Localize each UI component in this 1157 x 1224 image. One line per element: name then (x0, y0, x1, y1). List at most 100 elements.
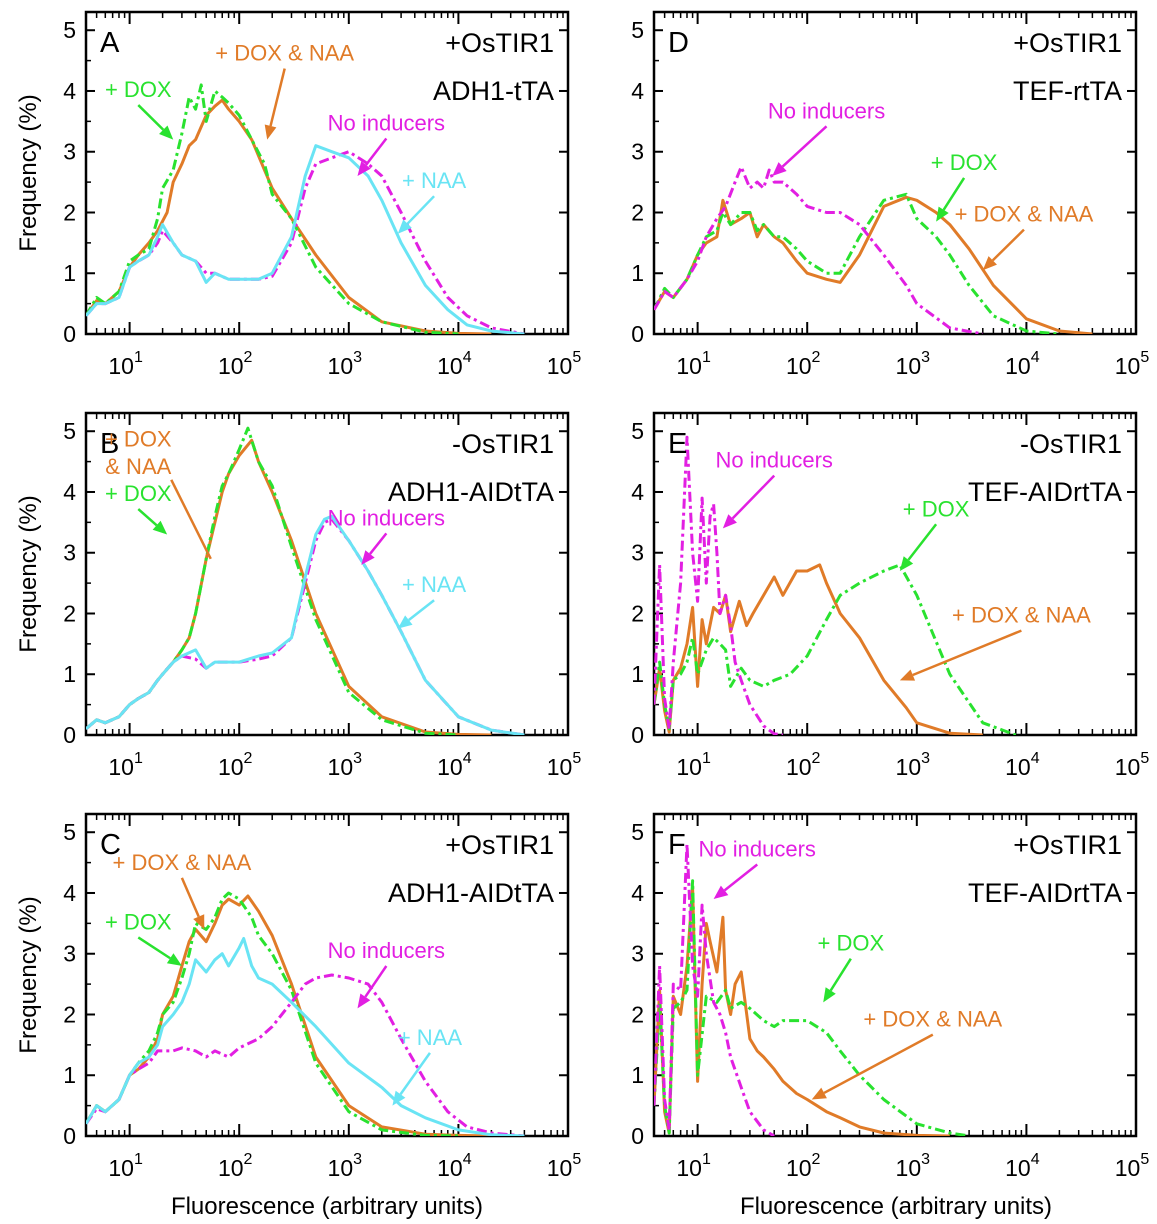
annotation-arrowhead (392, 1090, 406, 1106)
panel-subtitle: ADH1-AIDtTA (388, 477, 554, 507)
annotation-arrowhead (264, 124, 277, 140)
x-tick-label: 103 (328, 349, 363, 379)
y-tick-label: 3 (63, 941, 76, 967)
x-tick-label: 104 (437, 750, 472, 780)
panel-B: 0 1 2 3 4 5 101 102 103 104 105 B -OsTIR1 ADH1-AIDtTA… (15, 411, 581, 780)
x-tick-label: 103 (328, 750, 363, 780)
annotation-arrowhead (357, 161, 371, 177)
annotation-arrow (912, 629, 1022, 677)
annotation-arrowhead (397, 219, 412, 234)
x-tick-label: 102 (218, 750, 253, 780)
y-tick-label: 4 (63, 880, 76, 906)
annotation-label: No inducers (328, 110, 445, 135)
annotation-label: + DOX & NAA (955, 202, 1094, 227)
annotation-arrowhead (899, 669, 916, 681)
plot-frame (652, 10, 1138, 336)
annotation-arrowhead (722, 514, 737, 529)
annotation-label: + NAA (402, 168, 467, 193)
annotation-arrowhead (772, 162, 787, 177)
plot-frame (84, 10, 570, 336)
annotation-arrowhead (823, 987, 836, 1003)
series-line-no-inducers (654, 842, 775, 1136)
annotation-label: + DOX & NAA (215, 41, 354, 66)
annotation-arrowhead (982, 256, 997, 271)
x-tick-label: 102 (218, 349, 253, 379)
annotation-label: & NAA (105, 454, 171, 479)
panel-letter: C (100, 829, 121, 861)
annotation-arrow (829, 958, 852, 992)
y-tick-label: 5 (63, 819, 76, 845)
series-line--naa (86, 144, 525, 334)
x-axis-label-left: Fluorescence (arbitrary units) (171, 1193, 483, 1220)
annotation-arrow (180, 877, 200, 918)
y-tick-label: 1 (63, 661, 76, 687)
annotation-label: + DOX & NAA (952, 603, 1091, 628)
x-tick-label: 104 (1005, 349, 1040, 379)
panel-subtitle: TEF-rtTA (1013, 76, 1122, 106)
x-tick-label: 101 (676, 750, 711, 780)
panel-title: +OsTIR1 (1013, 28, 1122, 58)
annotation-arrow (137, 936, 171, 960)
annotation-arrow (137, 104, 165, 131)
y-axis-label: Frequency (%) (15, 495, 42, 652)
x-tick-label: 101 (676, 349, 711, 379)
series-line--dox-naa (654, 563, 983, 735)
x-tick-label: 101 (108, 1151, 143, 1181)
y-tick-label: 2 (63, 600, 76, 626)
annotation-label: No inducers (768, 98, 885, 123)
x-tick-label: 104 (1005, 1151, 1040, 1181)
y-tick-label: 4 (63, 78, 76, 104)
x-tick-label: 102 (786, 349, 821, 379)
y-tick-label: 3 (631, 941, 644, 967)
annotation-label: No inducers (699, 837, 816, 862)
y-tick-label: 4 (631, 880, 644, 906)
annotation-arrow (723, 863, 759, 892)
annotation-arrowhead (361, 550, 375, 565)
series-group (654, 435, 1017, 735)
x-tick-label: 101 (676, 1151, 711, 1181)
panel-subtitle: TEF-AIDrtTA (968, 878, 1122, 908)
y-tick-label: 1 (631, 260, 644, 286)
annotation-label: + DOX & NAA (863, 1007, 1002, 1032)
annotation-arrow (991, 228, 1025, 262)
panel-E: 0 1 2 3 4 5 101 102 103 104 105 E -OsTIR1 TEF-AIDrtTA… (631, 411, 1149, 780)
series-line--dox (654, 879, 970, 1136)
y-tick-label: 3 (63, 540, 76, 566)
panel-letter: A (100, 27, 120, 59)
panel-subtitle: ADH1-AIDtTA (388, 878, 554, 908)
series-line-no-inducers (86, 973, 525, 1136)
x-tick-label: 103 (896, 1151, 931, 1181)
y-tick-label: 2 (631, 199, 644, 225)
x-tick-label: 105 (1115, 349, 1150, 379)
annotation-arrowhead (397, 615, 413, 629)
plot-frame (652, 411, 1138, 737)
y-tick-label: 1 (631, 1062, 644, 1088)
annotation-label: No inducers (716, 448, 833, 473)
x-tick-label: 102 (218, 1151, 253, 1181)
x-tick-label: 105 (547, 1151, 582, 1181)
annotation-arrowhead (936, 206, 949, 222)
y-tick-label: 3 (631, 139, 644, 165)
annotation-label: + NAA (398, 1025, 463, 1050)
y-tick-label: 0 (63, 321, 76, 347)
x-tick-label: 101 (108, 349, 143, 379)
panel-subtitle: TEF-AIDrtTA (968, 477, 1122, 507)
y-tick-label: 1 (631, 661, 644, 687)
series-line--naa (86, 937, 525, 1136)
panel-A: 0 1 2 3 4 5 101 102 103 104 105 A +OsTIR1 ADH1-tTA + D… (15, 10, 581, 379)
y-tick-label: 3 (63, 139, 76, 165)
annotation-label: + DOX (931, 150, 998, 175)
y-axis-label: Frequency (%) (15, 896, 42, 1053)
x-tick-label: 103 (328, 1151, 363, 1181)
panel-letter: D (668, 27, 689, 59)
series-group (86, 83, 525, 334)
y-axis-label: Frequency (%) (15, 94, 42, 251)
annotation-arrow (365, 137, 388, 166)
annotation-arrow (369, 532, 388, 555)
y-tick-label: 5 (631, 819, 644, 845)
panel-letter: B (100, 428, 119, 460)
annotation-arrow (907, 523, 938, 561)
annotation-arrowhead (899, 556, 914, 571)
y-tick-label: 4 (631, 479, 644, 505)
